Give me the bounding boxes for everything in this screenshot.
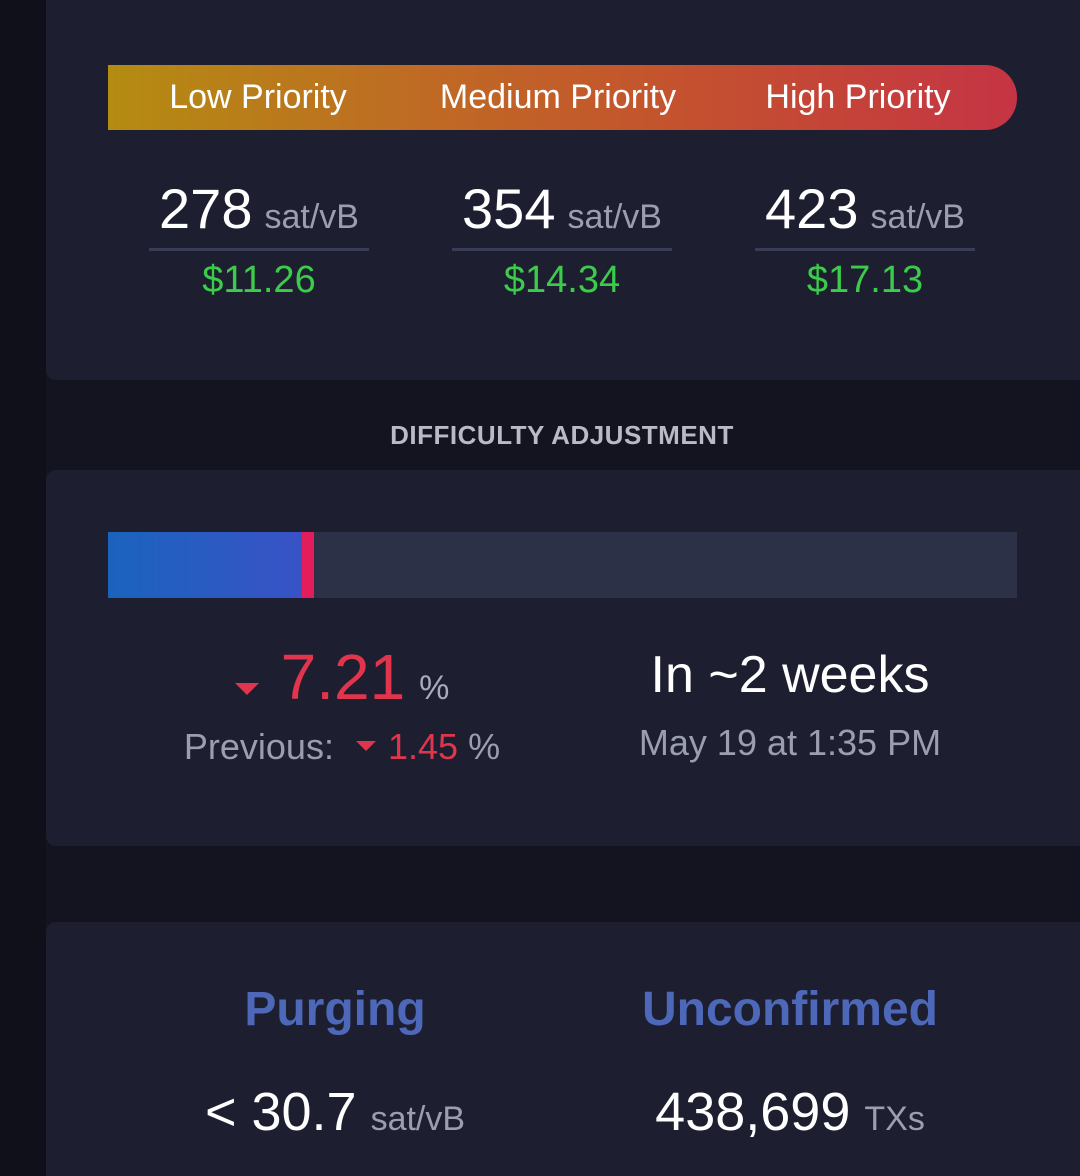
unconfirmed-title: Unconfirmed bbox=[641, 983, 938, 1036]
fee-usd-value: $14.34 bbox=[503, 259, 621, 301]
unconfirmed-stat: Unconfirmed 438,699 TXs bbox=[600, 982, 980, 1143]
unconfirmed-unit: TXs bbox=[864, 1100, 925, 1138]
high-priority-fee: 423 sat/vB $17.13 bbox=[755, 170, 975, 302]
difficulty-eta-text: In ~2 weeks bbox=[650, 646, 930, 704]
difficulty-progress-fill bbox=[108, 532, 308, 598]
medium-priority-label: Medium Priority bbox=[439, 78, 677, 116]
high-priority-label: High Priority bbox=[765, 78, 951, 116]
fee-estimates-card: Low Priority Medium Priority High Priori… bbox=[46, 0, 1080, 380]
previous-value: 1.45 bbox=[387, 726, 459, 767]
fee-usd-value: $17.13 bbox=[806, 259, 924, 301]
low-priority-label: Low Priority bbox=[169, 78, 347, 116]
difficulty-eta-date: May 19 at 1:35 PM bbox=[638, 722, 942, 763]
caret-down-icon bbox=[355, 741, 376, 752]
purging-title: Purging bbox=[244, 983, 426, 1036]
fee-rate-unit: sat/vB bbox=[870, 198, 965, 236]
previous-change: Previous: 1.45 % bbox=[162, 726, 522, 768]
previous-unit: % bbox=[468, 726, 501, 767]
medium-priority-fee: 354 sat/vB $14.34 bbox=[452, 170, 672, 302]
fee-rate-value: 278 bbox=[159, 177, 253, 240]
difficulty-change-unit: % bbox=[419, 669, 450, 707]
fee-rate-unit: sat/vB bbox=[264, 198, 359, 236]
fee-rate-unit: sat/vB bbox=[567, 198, 662, 236]
mempool-stats-card: Purging < 30.7 sat/vB Unconfirmed 438,699… bbox=[46, 922, 1080, 1176]
difficulty-adjustment-card[interactable]: 7.21% Previous: 1.45 % In ~2 weeks May 1… bbox=[46, 470, 1080, 846]
fee-usd-value: $11.26 bbox=[202, 259, 316, 301]
purging-value: < 30.7 bbox=[204, 1082, 357, 1142]
fee-rate-value: 423 bbox=[765, 177, 859, 240]
side-gutter bbox=[0, 0, 46, 1176]
unconfirmed-value: 438,699 bbox=[655, 1082, 851, 1142]
difficulty-change: 7.21% Previous: 1.45 % bbox=[162, 640, 522, 768]
fee-rate-value: 354 bbox=[462, 177, 556, 240]
purging-stat: Purging < 30.7 sat/vB bbox=[145, 982, 525, 1143]
priority-gradient-bar: Low Priority Medium Priority High Priori… bbox=[108, 65, 1017, 130]
difficulty-progress-bar bbox=[108, 532, 1017, 598]
difficulty-change-value: 7.21 bbox=[280, 641, 406, 713]
difficulty-progress-marker bbox=[302, 532, 314, 598]
difficulty-section-title: DIFFICULTY ADJUSTMENT bbox=[390, 420, 734, 450]
previous-label: Previous: bbox=[183, 726, 334, 767]
caret-down-icon bbox=[234, 682, 259, 695]
low-priority-fee: 278 sat/vB $11.26 bbox=[149, 170, 369, 302]
difficulty-eta: In ~2 weeks May 19 at 1:35 PM bbox=[610, 640, 970, 764]
purging-unit: sat/vB bbox=[370, 1100, 466, 1138]
